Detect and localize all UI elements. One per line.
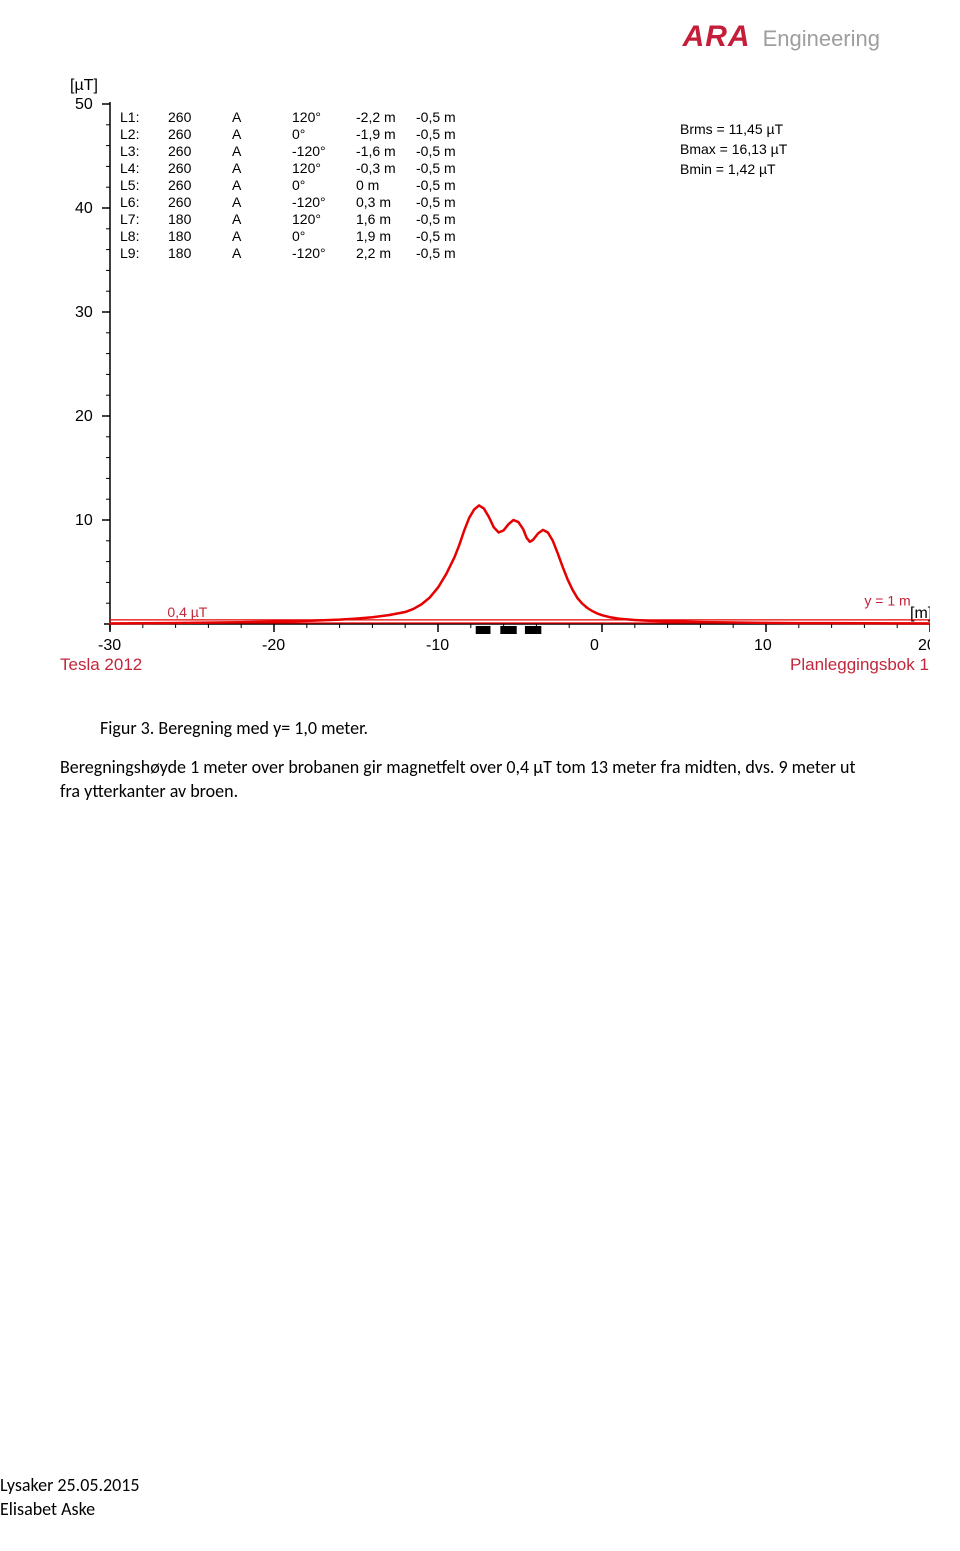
- svg-text:A: A: [232, 177, 242, 193]
- svg-text:Brms = 11,45 µT: Brms = 11,45 µT: [680, 121, 784, 137]
- svg-text:10: 10: [754, 637, 772, 654]
- svg-text:260: 260: [168, 177, 192, 193]
- chart-container: [µT][m]1020304050-30-20-10010200,4 µTy =…: [30, 64, 900, 689]
- svg-text:50: 50: [75, 96, 93, 113]
- svg-text:Bmin = 1,42 µT: Bmin = 1,42 µT: [680, 161, 776, 177]
- svg-text:L2:: L2:: [120, 126, 139, 142]
- svg-text:0,3 m: 0,3 m: [356, 194, 391, 210]
- svg-text:A: A: [232, 194, 242, 210]
- svg-text:-0,5 m: -0,5 m: [416, 143, 456, 159]
- svg-text:L5:: L5:: [120, 177, 139, 193]
- svg-text:L9:: L9:: [120, 245, 139, 261]
- svg-text:Planleggingsbok 1: Planleggingsbok 1: [790, 655, 929, 674]
- svg-text:0°: 0°: [292, 228, 305, 244]
- svg-text:1,6 m: 1,6 m: [356, 211, 391, 227]
- page-footer: Lysaker 25.05.2015 Elisabet Aske: [0, 1474, 140, 1521]
- svg-text:-0,5 m: -0,5 m: [416, 126, 456, 142]
- caption-block: Figur 3. Beregning med y= 1,0 meter. Ber…: [100, 717, 900, 804]
- svg-text:A: A: [232, 109, 242, 125]
- svg-text:-0,5 m: -0,5 m: [416, 160, 456, 176]
- svg-text:-0,5 m: -0,5 m: [416, 228, 456, 244]
- chart-svg: [µT][m]1020304050-30-20-10010200,4 µTy =…: [30, 64, 930, 684]
- svg-text:L4:: L4:: [120, 160, 139, 176]
- svg-text:0,4 µT: 0,4 µT: [167, 604, 207, 620]
- svg-text:0°: 0°: [292, 126, 305, 142]
- svg-text:-0,5 m: -0,5 m: [416, 194, 456, 210]
- svg-text:40: 40: [75, 200, 93, 217]
- svg-text:-0,5 m: -0,5 m: [416, 245, 456, 261]
- svg-text:L1:: L1:: [120, 109, 139, 125]
- svg-text:A: A: [232, 245, 242, 261]
- svg-text:0°: 0°: [292, 177, 305, 193]
- svg-text:-10: -10: [426, 637, 449, 654]
- svg-text:L6:: L6:: [120, 194, 139, 210]
- svg-text:-30: -30: [98, 637, 121, 654]
- svg-text:A: A: [232, 160, 242, 176]
- figure-caption-title: Figur 3. Beregning med y= 1,0 meter.: [100, 717, 900, 739]
- svg-text:A: A: [232, 211, 242, 227]
- svg-text:10: 10: [75, 512, 93, 529]
- svg-text:Bmax = 16,13 µT: Bmax = 16,13 µT: [680, 141, 788, 157]
- svg-text:260: 260: [168, 194, 192, 210]
- footer-author: Elisabet Aske: [0, 1498, 140, 1521]
- svg-text:180: 180: [168, 211, 192, 227]
- svg-text:A: A: [232, 228, 242, 244]
- svg-text:Tesla 2012: Tesla 2012: [60, 655, 142, 674]
- svg-text:-120°: -120°: [292, 143, 326, 159]
- page: ARA Engineering [µT][m]1020304050-30-20-…: [0, 0, 960, 1551]
- svg-text:L3:: L3:: [120, 143, 139, 159]
- svg-text:120°: 120°: [292, 109, 321, 125]
- svg-text:30: 30: [75, 304, 93, 321]
- svg-text:-120°: -120°: [292, 245, 326, 261]
- svg-text:260: 260: [168, 160, 192, 176]
- svg-text:1,9 m: 1,9 m: [356, 228, 391, 244]
- svg-text:260: 260: [168, 143, 192, 159]
- logo-row: ARA Engineering: [60, 20, 900, 54]
- svg-text:260: 260: [168, 126, 192, 142]
- svg-text:0: 0: [590, 637, 599, 654]
- svg-text:2,2 m: 2,2 m: [356, 245, 391, 261]
- svg-text:L7:: L7:: [120, 211, 139, 227]
- svg-text:0 m: 0 m: [356, 177, 379, 193]
- footer-date: Lysaker 25.05.2015: [0, 1474, 140, 1497]
- logo-brand: ARA: [683, 20, 751, 54]
- figure-caption-body: Beregningshøyde 1 meter over brobanen gi…: [60, 755, 860, 804]
- svg-text:-1,6 m: -1,6 m: [356, 143, 396, 159]
- svg-text:120°: 120°: [292, 211, 321, 227]
- svg-text:180: 180: [168, 228, 192, 244]
- svg-text:180: 180: [168, 245, 192, 261]
- svg-text:L8:: L8:: [120, 228, 139, 244]
- svg-text:260: 260: [168, 109, 192, 125]
- svg-text:-0,5 m: -0,5 m: [416, 211, 456, 227]
- svg-text:-120°: -120°: [292, 194, 326, 210]
- svg-text:-2,2 m: -2,2 m: [356, 109, 396, 125]
- svg-text:-0,5 m: -0,5 m: [416, 177, 456, 193]
- svg-text:-0,5 m: -0,5 m: [416, 109, 456, 125]
- svg-text:20: 20: [75, 408, 93, 425]
- svg-text:20: 20: [918, 637, 930, 654]
- svg-text:y = 1 m: y = 1 m: [864, 593, 910, 609]
- svg-text:-0,3 m: -0,3 m: [356, 160, 396, 176]
- svg-text:-1,9 m: -1,9 m: [356, 126, 396, 142]
- svg-text:-20: -20: [262, 637, 285, 654]
- svg-text:120°: 120°: [292, 160, 321, 176]
- logo-subtitle: Engineering: [763, 26, 880, 52]
- svg-text:A: A: [232, 143, 242, 159]
- svg-text:A: A: [232, 126, 242, 142]
- svg-text:[µT]: [µT]: [70, 77, 98, 94]
